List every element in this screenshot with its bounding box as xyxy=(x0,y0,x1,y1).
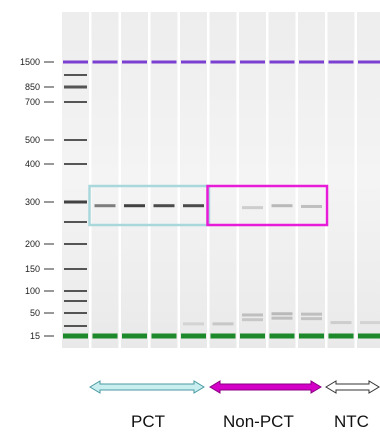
ladder-band xyxy=(64,85,87,89)
sample-band xyxy=(301,317,322,321)
upper-marker-band xyxy=(240,60,265,64)
sample-band xyxy=(94,204,116,208)
lane-3 xyxy=(150,12,178,348)
upper-marker-band xyxy=(299,60,324,64)
sample-band xyxy=(271,316,293,320)
non-pct-label: Non-PCT xyxy=(223,412,294,431)
lower-marker-band xyxy=(151,333,177,339)
lane-8 xyxy=(298,12,325,348)
sample-band xyxy=(242,206,263,210)
lower-marker-band xyxy=(63,333,88,339)
upper-marker-band xyxy=(151,60,177,64)
upper-marker-band xyxy=(181,60,206,64)
sample-band xyxy=(242,318,263,322)
lane-1 xyxy=(91,12,119,348)
lower-marker-band xyxy=(328,333,354,339)
sample-band xyxy=(301,204,322,208)
marker-axis: 1500 850 700 500 400 300 200 150 100 50 15 xyxy=(20,57,54,341)
marker-label: 150 xyxy=(25,264,40,274)
lower-marker-band xyxy=(210,333,236,339)
ladder-band xyxy=(64,312,87,314)
ladder-band xyxy=(64,200,87,204)
lane-5 xyxy=(209,12,237,348)
ladder-band xyxy=(64,243,87,245)
sample-band xyxy=(183,204,204,208)
lower-marker-band xyxy=(240,333,265,339)
upper-marker-band xyxy=(210,60,236,64)
marker-label: 1500 xyxy=(20,57,40,67)
group-arrow xyxy=(209,380,322,394)
ladder-band xyxy=(64,300,87,302)
sample-band xyxy=(124,204,145,208)
ladder-band xyxy=(64,290,87,292)
lane-9 xyxy=(327,12,355,348)
lane-2 xyxy=(121,12,148,348)
marker-label: 850 xyxy=(25,82,40,92)
group-arrows-row xyxy=(89,380,380,394)
upper-marker-band xyxy=(328,60,354,64)
marker-label: 15 xyxy=(30,331,40,341)
marker-label: 200 xyxy=(25,239,40,249)
group-boxes xyxy=(88,184,329,227)
sample-band xyxy=(360,321,380,325)
group-box xyxy=(206,184,329,227)
upper-marker-band xyxy=(269,60,295,64)
upper-marker-band xyxy=(63,60,88,64)
lane-10 xyxy=(357,12,380,348)
lower-marker-band xyxy=(299,333,324,339)
marker-label: 300 xyxy=(25,197,40,207)
gel-electrophoresis: 1500 850 700 500 400 300 200 150 100 50 15 xyxy=(20,12,380,348)
marker-label: 50 xyxy=(30,308,40,318)
upper-marker-band xyxy=(122,60,147,64)
sample-band xyxy=(212,322,234,326)
lane-7 xyxy=(268,12,296,348)
sample-band xyxy=(301,312,322,316)
ladder-band xyxy=(64,325,87,327)
marker-label: 400 xyxy=(25,159,40,169)
lower-marker-band xyxy=(358,333,380,339)
bands-layer xyxy=(63,60,380,339)
group-arrow xyxy=(325,380,380,394)
sample-band xyxy=(183,322,204,326)
sample-band xyxy=(153,204,175,208)
upper-marker-band xyxy=(358,60,380,64)
group-box xyxy=(88,184,211,227)
lower-marker-band xyxy=(181,333,206,339)
sample-band xyxy=(271,204,293,208)
ladder-band xyxy=(64,101,87,103)
ladder-band xyxy=(64,163,87,165)
group-arrows xyxy=(89,380,380,394)
lane-4 xyxy=(180,12,207,348)
lower-marker-band xyxy=(122,333,147,339)
sample-band xyxy=(242,313,263,317)
marker-label: 700 xyxy=(25,97,40,107)
group-arrow xyxy=(89,380,205,394)
marker-label: 100 xyxy=(25,286,40,296)
marker-label: 500 xyxy=(25,135,40,145)
lane-6 xyxy=(239,12,266,348)
sample-band xyxy=(271,312,293,316)
lower-marker-band xyxy=(92,333,118,339)
ladder-band xyxy=(64,221,87,223)
lower-marker-band xyxy=(269,333,295,339)
ladder-band xyxy=(64,139,87,141)
upper-marker-band xyxy=(92,60,118,64)
pct-label: PCT xyxy=(131,412,165,431)
sample-band xyxy=(330,321,352,325)
ntc-label: NTC xyxy=(334,412,369,431)
ladder-band xyxy=(64,74,87,76)
gel-image: 1500 850 700 500 400 300 200 150 100 50 15 xyxy=(20,12,380,348)
lanes-layer xyxy=(62,12,380,348)
ladder-band xyxy=(64,268,87,270)
